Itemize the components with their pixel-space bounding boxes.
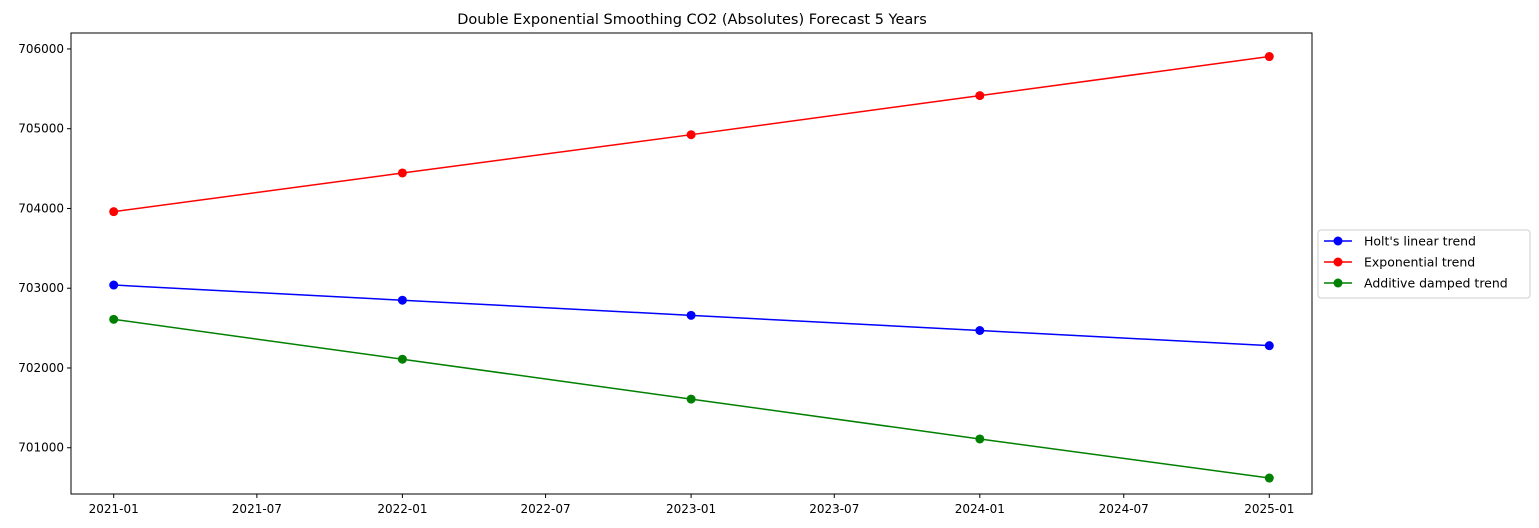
legend-label-additive-damped-trend: Additive damped trend bbox=[1364, 276, 1508, 291]
legend: Holt's linear trend Exponential trend Addi… bbox=[1317, 229, 1531, 299]
data-point-exponential-trend bbox=[109, 207, 119, 217]
y-tick-label: 706000 bbox=[18, 42, 64, 56]
data-point-additive-damped-trend bbox=[975, 434, 985, 444]
data-point-holt-s-linear-trend bbox=[1264, 341, 1274, 351]
y-axis: 701000 702000 703000 704000 705000 706000 bbox=[18, 42, 71, 455]
x-tick-label: 2021-01 bbox=[89, 502, 139, 516]
data-point-exponential-trend bbox=[686, 130, 696, 140]
data-point-holt-s-linear-trend bbox=[109, 280, 119, 290]
data-point-holt-s-linear-trend bbox=[397, 295, 407, 305]
y-tick-label: 702000 bbox=[18, 361, 64, 375]
data-point-additive-damped-trend bbox=[686, 394, 696, 404]
data-point-exponential-trend bbox=[1264, 52, 1274, 62]
y-tick-label: 703000 bbox=[18, 281, 64, 295]
legend-label-exponential-trend: Exponential trend bbox=[1364, 255, 1475, 270]
plot-area bbox=[70, 32, 1313, 495]
x-tick-label: 2024-07 bbox=[1099, 502, 1149, 516]
x-tick-label: 2025-01 bbox=[1244, 502, 1294, 516]
legend-swatch-marker-holt-s-linear-trend bbox=[1333, 236, 1343, 246]
x-tick-label: 2023-01 bbox=[666, 502, 716, 516]
x-tick-label: 2022-07 bbox=[520, 502, 570, 516]
x-tick-label: 2022-01 bbox=[377, 502, 427, 516]
y-tick-label: 704000 bbox=[18, 201, 64, 215]
x-tick-label: 2024-01 bbox=[955, 502, 1005, 516]
y-tick-label: 701000 bbox=[18, 441, 64, 455]
legend-label-holt-s-linear-trend: Holt's linear trend bbox=[1364, 234, 1476, 249]
x-axis: 2021-01 2021-07 2022-01 2022-07 2023-01 2023-… bbox=[89, 494, 1294, 516]
legend-box bbox=[1317, 229, 1531, 299]
series-layer bbox=[109, 52, 1274, 483]
y-tick-label: 705000 bbox=[18, 122, 64, 136]
data-point-exponential-trend bbox=[397, 168, 407, 178]
x-tick-label: 2021-07 bbox=[232, 502, 282, 516]
chart-title: Double Exponential Smoothing CO2 (Absolu… bbox=[457, 12, 927, 28]
data-point-additive-damped-trend bbox=[1264, 473, 1274, 483]
legend-swatch-marker-exponential-trend bbox=[1333, 257, 1343, 267]
x-tick-label: 2023-07 bbox=[809, 502, 859, 516]
data-point-holt-s-linear-trend bbox=[686, 310, 696, 320]
data-point-exponential-trend bbox=[975, 91, 985, 101]
data-point-additive-damped-trend bbox=[397, 354, 407, 364]
data-point-additive-damped-trend bbox=[109, 314, 119, 324]
legend-swatch-marker-additive-damped-trend bbox=[1333, 278, 1343, 288]
data-point-holt-s-linear-trend bbox=[975, 325, 985, 335]
